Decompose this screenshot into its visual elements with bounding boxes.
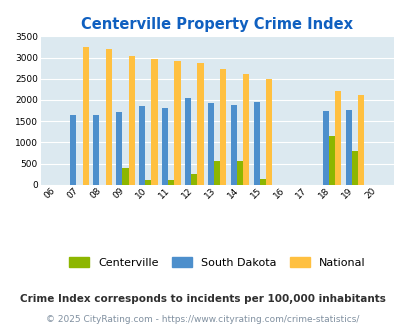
Bar [357,95,363,185]
Bar [259,179,266,185]
Bar [334,91,340,185]
Bar [185,98,191,185]
Bar [105,49,111,185]
Bar [266,79,272,185]
Bar [168,180,174,185]
Legend: Centerville, South Dakota, National: Centerville, South Dakota, National [65,253,369,272]
Bar [93,115,99,185]
Bar [345,110,351,185]
Bar [197,63,203,185]
Bar [174,61,180,185]
Bar [213,161,220,185]
Bar [207,103,213,185]
Bar [83,47,89,185]
Bar [322,112,328,185]
Bar [122,168,128,185]
Bar [116,112,122,185]
Bar [151,59,157,185]
Bar [253,102,259,185]
Bar [162,108,168,185]
Text: © 2025 CityRating.com - https://www.cityrating.com/crime-statistics/: © 2025 CityRating.com - https://www.city… [46,315,359,324]
Text: Crime Index corresponds to incidents per 100,000 inhabitants: Crime Index corresponds to incidents per… [20,294,385,304]
Bar [70,115,76,185]
Bar [328,136,334,185]
Bar [128,56,134,185]
Bar [139,106,145,185]
Bar [145,180,151,185]
Bar [220,69,226,185]
Bar [237,161,243,185]
Title: Centerville Property Crime Index: Centerville Property Crime Index [81,17,352,32]
Bar [351,151,357,185]
Bar [243,75,249,185]
Bar [191,174,197,185]
Bar [230,106,237,185]
